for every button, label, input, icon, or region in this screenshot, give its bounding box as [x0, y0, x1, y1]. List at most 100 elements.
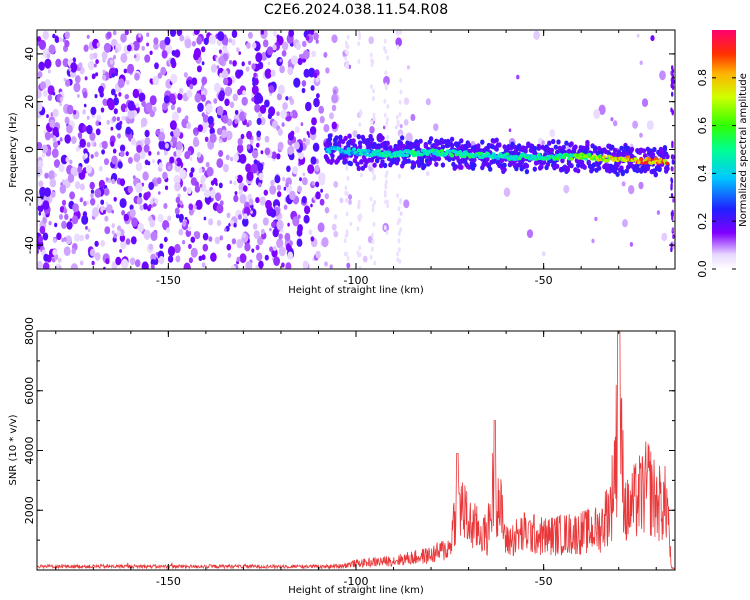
- noise-blob: [216, 127, 223, 136]
- noise-blob: [62, 38, 66, 43]
- noise-blob: [282, 102, 288, 111]
- y-tick-label: 2000: [23, 496, 36, 524]
- signal-core: [439, 149, 444, 153]
- noise-blob: [37, 160, 44, 169]
- noise-blob: [130, 236, 137, 245]
- noise-blob: [56, 232, 62, 241]
- noise-blob: [61, 238, 65, 243]
- signal-envelope: [411, 160, 417, 166]
- signal-envelope: [555, 163, 560, 169]
- noise-blob: [98, 121, 102, 126]
- noise-blob: [209, 189, 216, 199]
- noise-blob: [396, 44, 400, 50]
- noise-blob: [310, 156, 317, 165]
- noise-blob: [179, 217, 183, 223]
- signal-envelope: [488, 166, 493, 172]
- noise-blob: [113, 233, 118, 239]
- noise-blob: [302, 137, 306, 143]
- noise-blob: [218, 56, 225, 66]
- noise-blob: [53, 159, 61, 168]
- noise-blob: [288, 96, 293, 102]
- noise-blob: [281, 262, 285, 268]
- noise-blob: [54, 173, 57, 177]
- noise-blob: [323, 124, 330, 133]
- noise-blob: [315, 181, 320, 188]
- noise-blob: [255, 92, 262, 102]
- noise-blob: [106, 31, 112, 39]
- noise-blob: [241, 96, 248, 106]
- noise-blob: [146, 191, 151, 198]
- noise-blob: [89, 248, 96, 257]
- noise-blob: [93, 63, 97, 68]
- noise-blob: [44, 172, 49, 179]
- signal-envelope: [497, 142, 502, 148]
- noise-blob: [213, 98, 218, 104]
- noise-blob: [349, 222, 353, 227]
- noise-blob: [162, 102, 168, 111]
- noise-blob: [352, 130, 358, 138]
- edge-strip: [671, 159, 674, 165]
- noise-blob: [246, 122, 250, 128]
- noise-blob: [236, 238, 244, 249]
- noise-blob: [54, 222, 58, 228]
- snr-ticks: -150 -100 -50 2000 4000 6000 8000: [23, 317, 675, 588]
- signal-envelope: [359, 159, 364, 165]
- noise-blob: [233, 222, 237, 228]
- noise-blob: [120, 33, 127, 43]
- noise-blob: [167, 255, 174, 263]
- signal-envelope: [351, 138, 356, 144]
- noise-blob: [182, 240, 186, 245]
- noise-blob: [89, 181, 95, 190]
- noise-blob: [613, 120, 618, 127]
- signal-core: [376, 149, 381, 153]
- noise-blob: [348, 199, 352, 205]
- noise-blob: [264, 135, 270, 143]
- signal-core: [327, 150, 332, 154]
- noise-blob: [252, 42, 257, 49]
- noise-blob: [167, 246, 176, 257]
- signal-envelope: [565, 166, 570, 172]
- noise-blob: [370, 62, 374, 68]
- noise-blob: [42, 30, 49, 40]
- noise-blob: [325, 67, 330, 74]
- noise-blob: [100, 240, 106, 247]
- noise-blob: [638, 181, 644, 190]
- noise-blob: [508, 128, 512, 132]
- noise-blob: [276, 238, 284, 249]
- noise-blob: [313, 32, 319, 41]
- noise-blob: [307, 164, 315, 175]
- noise-blob: [130, 137, 136, 146]
- noise-blob: [369, 196, 373, 202]
- noise-blob: [112, 116, 117, 122]
- noise-blob: [264, 147, 271, 156]
- noise-blob: [258, 182, 262, 188]
- noise-blob: [176, 107, 182, 114]
- noise-blob: [37, 204, 44, 213]
- noise-blob: [188, 243, 192, 250]
- noise-blob: [186, 122, 192, 130]
- noise-blob: [358, 217, 361, 223]
- noise-blob: [208, 34, 216, 45]
- noise-blob: [127, 185, 133, 194]
- noise-blob: [319, 176, 326, 186]
- noise-blob: [206, 200, 210, 206]
- noise-blob: [346, 256, 350, 261]
- noise-blob: [259, 196, 266, 206]
- noise-blob: [281, 41, 289, 51]
- noise-blob: [252, 81, 256, 87]
- noise-blob: [345, 251, 349, 257]
- noise-blob: [44, 131, 52, 141]
- noise-blob: [196, 36, 203, 45]
- signal-envelope: [641, 148, 647, 154]
- noise-blob: [242, 90, 247, 96]
- noise-blob: [119, 234, 126, 242]
- noise-blob: [201, 90, 205, 96]
- noise-blob: [303, 68, 310, 78]
- noise-blob: [234, 191, 238, 196]
- noise-blob: [216, 203, 224, 214]
- noise-blob: [38, 211, 42, 216]
- noise-blob: [370, 162, 373, 168]
- noise-blob: [396, 251, 400, 257]
- noise-blob: [382, 125, 386, 130]
- noise-blob: [207, 115, 214, 125]
